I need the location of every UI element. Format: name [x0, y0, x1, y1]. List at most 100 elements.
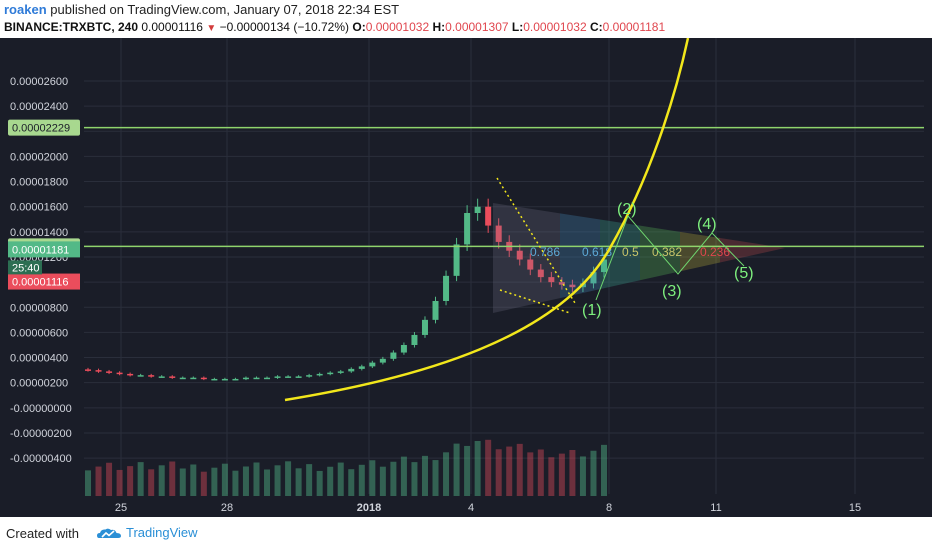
fib-level-label: 0.236: [700, 245, 730, 259]
candle-body: [85, 369, 91, 371]
candle-body: [421, 319, 428, 335]
candle-body: [601, 259, 607, 273]
volume-bar: [390, 461, 397, 496]
price-chart[interactable]: 0.000026000.000024000.000022000.00002000…: [0, 37, 932, 517]
volume-bar: [485, 439, 492, 496]
created-with-text: Created with: [6, 526, 79, 541]
candle-body: [306, 375, 313, 377]
y-tick-label: -0.00000400: [10, 453, 72, 465]
volume-bar: [443, 452, 450, 496]
candle-body: [242, 377, 249, 380]
volume-bar: [411, 462, 418, 496]
open-label: O:: [352, 20, 366, 34]
candle-body: [369, 362, 376, 367]
candle-body: [316, 373, 323, 376]
x-tick-label: 25: [115, 502, 127, 514]
candle-body: [221, 378, 228, 381]
candle-body: [295, 376, 302, 378]
candle-body: [432, 301, 439, 320]
chart-canvas[interactable]: 0.000026000.000024000.000022000.00002000…: [0, 37, 932, 517]
fib-fan-tip: [720, 237, 785, 263]
y-tick-label: -0.00000000: [10, 403, 72, 415]
tradingview-brand-label: TradingView: [126, 525, 198, 540]
fib-fan-band: [493, 203, 560, 313]
candle-body: [200, 377, 207, 380]
current-price-label: 0.00001181: [12, 244, 69, 256]
candle-body: [495, 225, 502, 242]
y-tick-label: 0.00002600: [10, 76, 68, 88]
candle-body: [211, 378, 218, 381]
candle-body: [348, 368, 355, 372]
x-tick-label: 15: [849, 502, 861, 514]
volume-bar: [95, 466, 102, 496]
high-value: 0.00001307: [445, 20, 509, 34]
candle-body: [95, 370, 102, 372]
volume-bar: [579, 456, 586, 496]
x-tick-label: 11: [710, 502, 721, 514]
candle-body: [464, 213, 471, 245]
volume-bar: [548, 457, 555, 496]
volume-bar: [327, 466, 334, 496]
y-tick-label: 0.00001200: [10, 252, 68, 264]
candle-body: [327, 372, 334, 375]
tradingview-link[interactable]: TradingView: [96, 525, 198, 541]
volume-bar: [316, 470, 323, 496]
candle-body: [569, 284, 576, 288]
volume-bar: [464, 445, 471, 496]
volume-bar: [253, 462, 260, 496]
volume-bar: [569, 450, 576, 496]
volume-bar: [158, 465, 165, 496]
fib-level-label: 0.786: [530, 245, 560, 259]
chart-header: roaken published on TradingView.com, Jan…: [0, 0, 932, 38]
y-tick-label: 0.00000400: [10, 353, 68, 365]
tradingview-cloud-icon: [97, 528, 121, 538]
wave-label: (5): [734, 265, 754, 282]
author-link[interactable]: roaken: [4, 2, 47, 17]
publish-line: roaken published on TradingView.com, Jan…: [4, 2, 399, 17]
volume-bar: [590, 450, 597, 496]
volume-bar: [421, 455, 428, 496]
ohlc-line: BINANCE:TRXBTC, 240 0.00001116 ▼ −0.0000…: [4, 20, 665, 34]
candle-body: [411, 334, 418, 345]
low-value: 0.00001032: [523, 20, 587, 34]
candle-body: [537, 269, 544, 278]
candle-body: [285, 376, 292, 378]
candle-body: [148, 375, 155, 377]
fib-fan-band: [600, 219, 640, 290]
y-tick-label: 0.00001800: [10, 177, 68, 189]
candle-body: [527, 259, 534, 270]
candle-body: [137, 375, 144, 377]
candle-body: [474, 206, 481, 213]
volume-bar: [537, 449, 544, 496]
volume-bar: [453, 443, 460, 496]
volume-bar: [264, 469, 271, 496]
volume-bar: [432, 460, 439, 496]
candle-body: [548, 277, 555, 283]
countdown-label: 25:40: [12, 262, 40, 274]
high-label: H:: [432, 20, 446, 34]
close-label: C:: [589, 20, 603, 34]
x-tick-label: 8: [606, 502, 612, 514]
volume-bar: [179, 468, 186, 496]
candle-body: [590, 272, 597, 284]
volume-bar: [127, 466, 134, 496]
volume-bar: [527, 452, 534, 496]
chart-footer: Created with TradingView: [0, 517, 932, 550]
candle-body: [485, 206, 492, 226]
wave-label: (3): [662, 283, 682, 300]
volume-bar: [190, 464, 197, 496]
candle-body: [106, 371, 113, 373]
volume-bar: [211, 467, 218, 496]
candle-body: [158, 376, 165, 378]
volume-bar: [169, 461, 176, 496]
wave-label: (2): [617, 201, 637, 218]
x-tick-label: 2018: [357, 502, 381, 514]
volume-bar: [295, 468, 302, 496]
parabolic-curve: [284, 37, 690, 402]
volume-bar: [116, 469, 123, 496]
volume-bar: [495, 449, 502, 496]
volume-bar: [285, 461, 292, 496]
wave-label: (4): [697, 216, 717, 233]
downtrend-line: [499, 289, 571, 314]
y-tick-label: 0.00000800: [10, 302, 68, 314]
